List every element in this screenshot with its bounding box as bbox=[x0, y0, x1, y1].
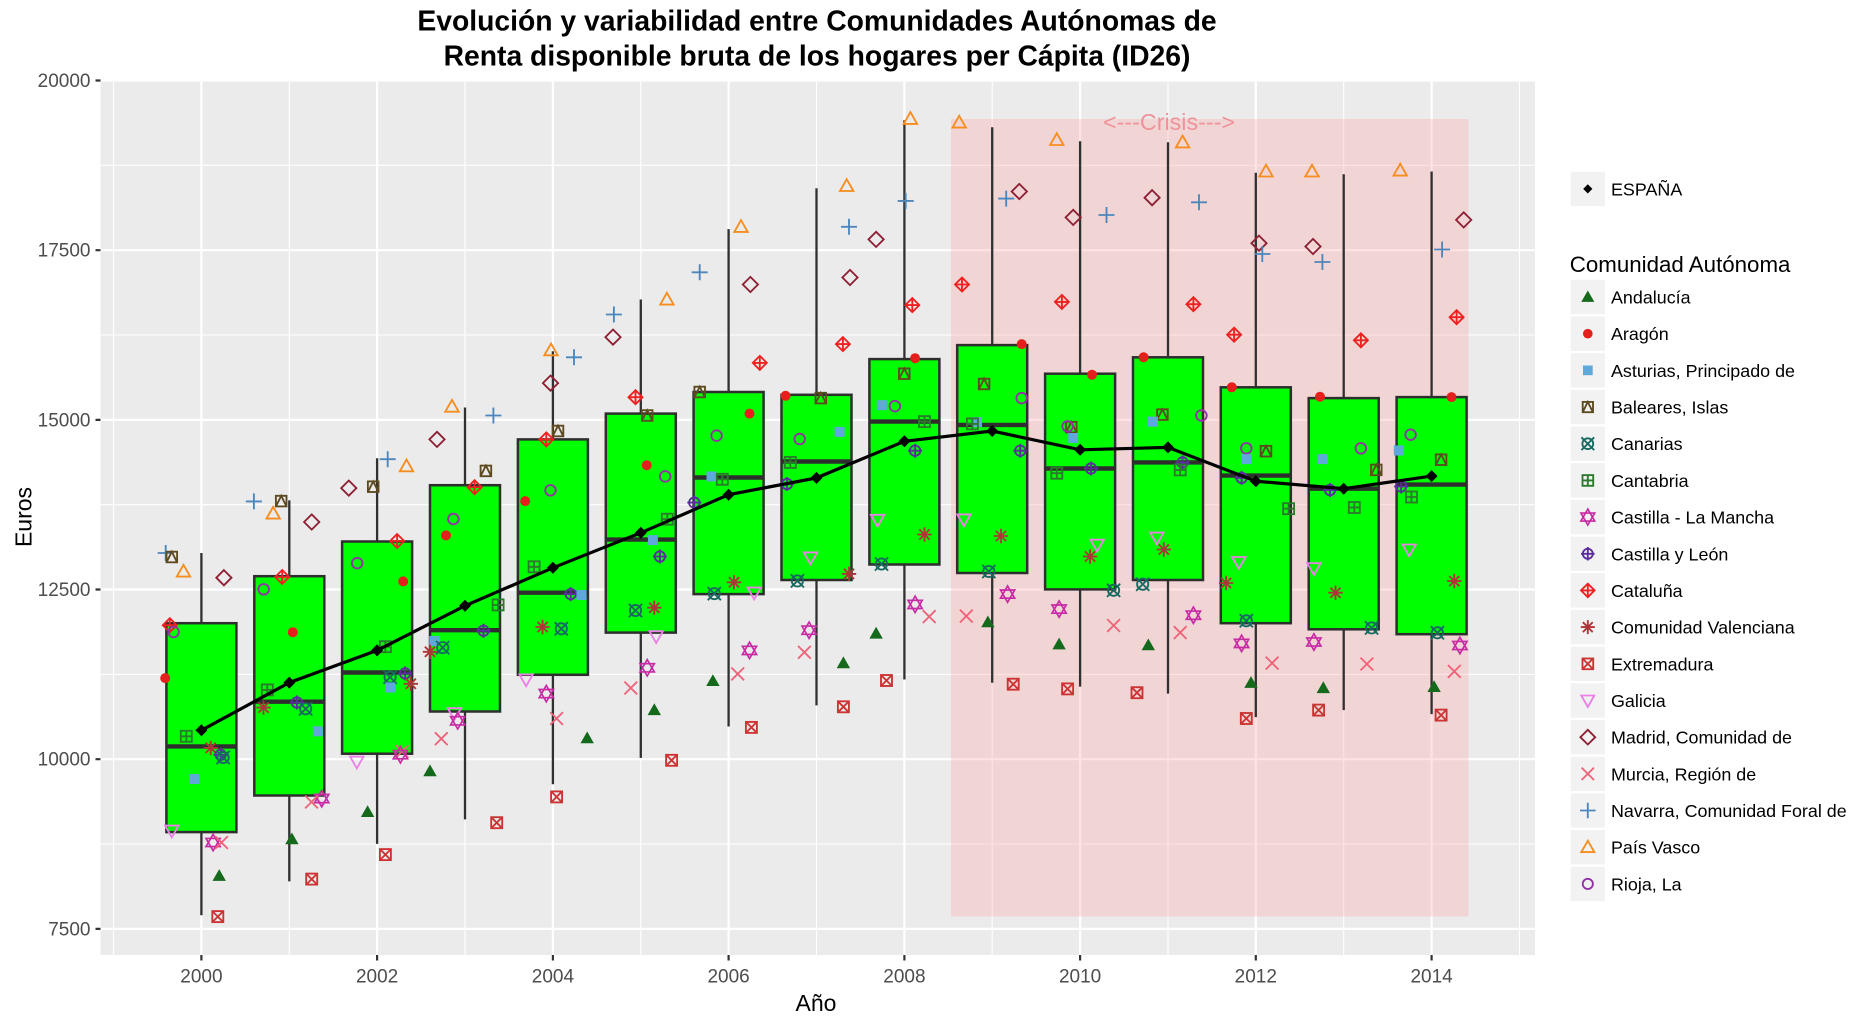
svg-text:2012: 2012 bbox=[1235, 967, 1277, 988]
svg-text:2008: 2008 bbox=[883, 967, 925, 988]
svg-text:País Vasco: País Vasco bbox=[1611, 838, 1700, 858]
svg-text:Extremadura: Extremadura bbox=[1611, 654, 1713, 674]
svg-text:17500: 17500 bbox=[38, 241, 91, 262]
svg-text:Canarias: Canarias bbox=[1611, 434, 1683, 454]
svg-text:Murcia, Región de: Murcia, Región de bbox=[1611, 764, 1756, 784]
svg-text:<---Crisis--->: <---Crisis---> bbox=[1103, 109, 1235, 135]
svg-text:2000: 2000 bbox=[180, 967, 222, 988]
svg-text:2014: 2014 bbox=[1410, 967, 1453, 988]
svg-text:2004: 2004 bbox=[532, 967, 575, 988]
svg-text:Castilla - La Mancha: Castilla - La Mancha bbox=[1611, 508, 1774, 528]
svg-text:Euros: Euros bbox=[11, 487, 37, 547]
svg-text:7500: 7500 bbox=[48, 919, 90, 940]
svg-text:Comunidad Valenciana: Comunidad Valenciana bbox=[1611, 618, 1795, 638]
svg-text:2010: 2010 bbox=[1059, 967, 1101, 988]
svg-text:Castilla y León: Castilla y León bbox=[1611, 544, 1728, 564]
svg-text:20000: 20000 bbox=[38, 71, 91, 92]
svg-text:Evolución y variabilidad entre: Evolución y variabilidad entre Comunidad… bbox=[417, 5, 1216, 37]
svg-text:10000: 10000 bbox=[38, 750, 91, 771]
svg-text:ESPAÑA: ESPAÑA bbox=[1611, 179, 1682, 200]
svg-text:2002: 2002 bbox=[356, 967, 398, 988]
svg-text:2006: 2006 bbox=[707, 967, 749, 988]
svg-text:12500: 12500 bbox=[38, 580, 91, 601]
svg-text:Rioja, La: Rioja, La bbox=[1611, 874, 1682, 894]
svg-text:Asturias, Principado de: Asturias, Principado de bbox=[1611, 361, 1795, 381]
svg-text:Galicia: Galicia bbox=[1611, 691, 1666, 711]
svg-text:Baleares, Islas: Baleares, Islas bbox=[1611, 398, 1728, 418]
svg-text:Comunidad Autónoma: Comunidad Autónoma bbox=[1570, 252, 1791, 277]
svg-text:15000: 15000 bbox=[38, 410, 91, 431]
svg-text:Aragón: Aragón bbox=[1611, 324, 1669, 344]
svg-text:Año: Año bbox=[796, 990, 837, 1016]
svg-text:Andalucía: Andalucía bbox=[1611, 288, 1691, 308]
svg-text:Renta disponible bruta de los: Renta disponible bruta de los hogares pe… bbox=[444, 40, 1191, 72]
svg-text:Cataluña: Cataluña bbox=[1611, 581, 1683, 601]
svg-text:Madrid, Comunidad de: Madrid, Comunidad de bbox=[1611, 728, 1792, 748]
svg-text:Navarra, Comunidad Foral de: Navarra, Comunidad Foral de bbox=[1611, 801, 1847, 821]
svg-text:Cantabria: Cantabria bbox=[1611, 471, 1689, 491]
